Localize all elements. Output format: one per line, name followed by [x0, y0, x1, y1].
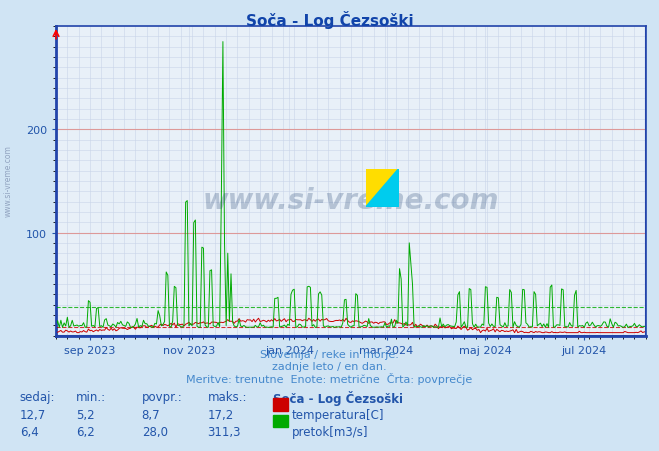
Text: Meritve: trenutne  Enote: metrične  Črta: povprečje: Meritve: trenutne Enote: metrične Črta: …	[186, 372, 473, 384]
Text: 6,2: 6,2	[76, 425, 94, 438]
Text: zadnje leto / en dan.: zadnje leto / en dan.	[272, 361, 387, 371]
Text: pretok[m3/s]: pretok[m3/s]	[292, 425, 368, 438]
Text: sedaj:: sedaj:	[20, 390, 55, 403]
Text: 5,2: 5,2	[76, 408, 94, 421]
Text: povpr.:: povpr.:	[142, 390, 183, 403]
Text: Slovenija / reke in morje.: Slovenija / reke in morje.	[260, 350, 399, 359]
Text: Soča - Log Čezsoški: Soča - Log Čezsoški	[273, 390, 403, 405]
Polygon shape	[366, 169, 399, 207]
Text: min.:: min.:	[76, 390, 106, 403]
Text: 6,4: 6,4	[20, 425, 38, 438]
Text: 311,3: 311,3	[208, 425, 241, 438]
Text: 12,7: 12,7	[20, 408, 46, 421]
Text: www.si-vreme.com: www.si-vreme.com	[203, 186, 499, 214]
Text: Soča - Log Čezsoški: Soča - Log Čezsoški	[246, 11, 413, 29]
Text: 17,2: 17,2	[208, 408, 234, 421]
Text: temperatura[C]: temperatura[C]	[292, 408, 384, 421]
Polygon shape	[366, 169, 399, 207]
Text: maks.:: maks.:	[208, 390, 247, 403]
Text: 8,7: 8,7	[142, 408, 160, 421]
Text: www.si-vreme.com: www.si-vreme.com	[3, 144, 13, 216]
Text: 28,0: 28,0	[142, 425, 167, 438]
